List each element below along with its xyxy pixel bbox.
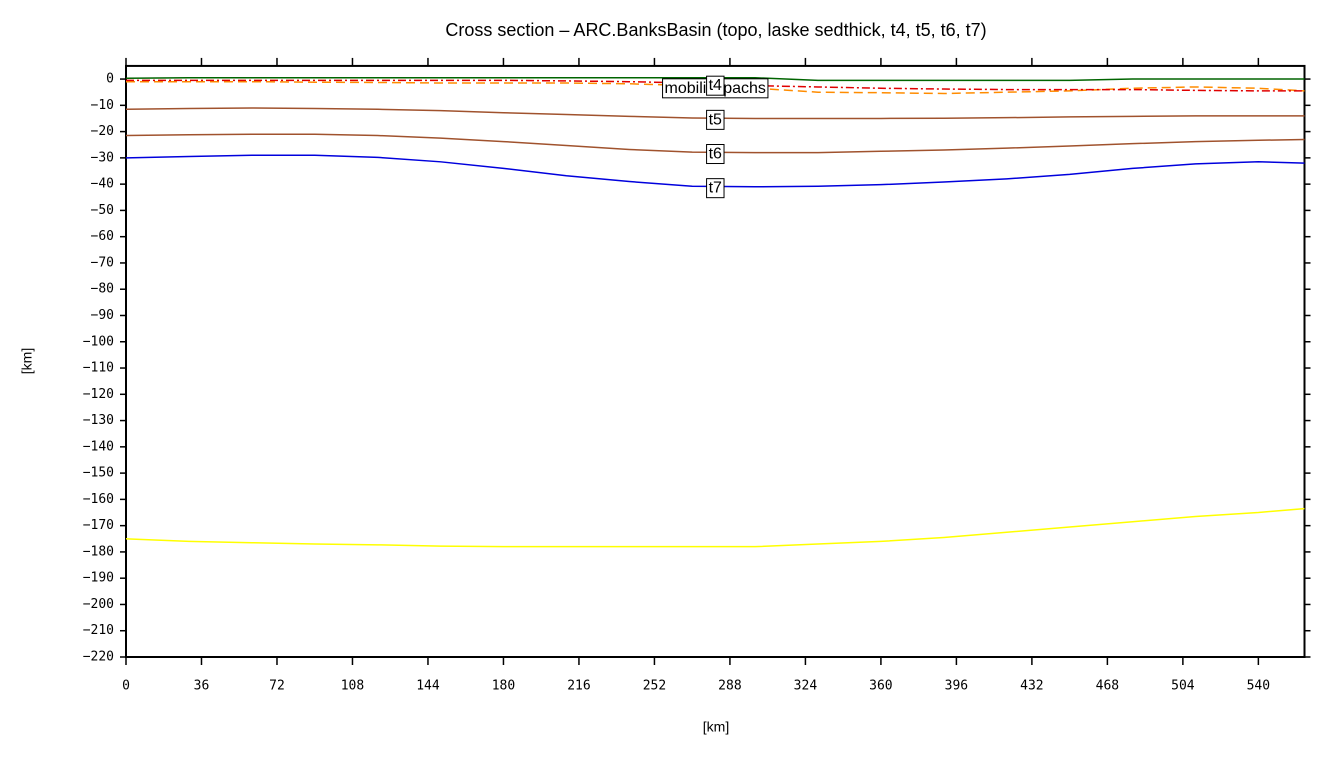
- x-tick-label: 396: [945, 679, 968, 694]
- x-tick-label: 108: [341, 679, 364, 694]
- y-tick-label: −220: [83, 650, 114, 665]
- x-tick-label: 180: [492, 679, 515, 694]
- y-tick-label: −140: [83, 439, 114, 454]
- series-label: t5: [706, 109, 725, 130]
- y-tick-label: −110: [83, 361, 114, 376]
- x-tick-label: 0: [122, 679, 130, 694]
- y-tick-label: −180: [83, 544, 114, 559]
- y-tick-label: −90: [91, 308, 114, 323]
- x-tick-label: 216: [567, 679, 590, 694]
- x-tick-label: 144: [416, 679, 440, 694]
- y-tick-label: −150: [83, 466, 114, 481]
- series-label-text: t5: [709, 111, 722, 128]
- y-tick-label: −10: [91, 98, 114, 113]
- series-label: t6: [706, 144, 725, 165]
- y-tick-label: −130: [83, 413, 114, 428]
- y-tick-label: −120: [83, 387, 114, 402]
- series-label-box: [706, 109, 725, 130]
- x-tick-label: 72: [269, 679, 285, 694]
- y-tick-label: −100: [83, 334, 114, 349]
- series-label-text: t6: [709, 146, 722, 163]
- series-label-box: [706, 75, 725, 96]
- x-tick-label: 252: [643, 679, 666, 694]
- series-label-text: t7: [709, 180, 722, 197]
- y-tick-label: −60: [91, 229, 114, 244]
- y-tick-label: −200: [83, 597, 114, 612]
- x-tick-label: 324: [794, 679, 818, 694]
- series-line: [125, 507, 1305, 548]
- series-label: t7: [706, 178, 725, 199]
- y-tick-label: −170: [83, 518, 114, 533]
- x-tick-label: 36: [194, 679, 210, 694]
- y-tick-label: −40: [91, 177, 114, 192]
- y-tick-label: 0: [106, 72, 114, 87]
- x-tick-label: 360: [869, 679, 892, 694]
- series-line: [126, 80, 1305, 95]
- y-tick-label: −80: [91, 282, 114, 297]
- y-tick-label: −190: [83, 571, 114, 586]
- x-tick-label: 432: [1020, 679, 1043, 694]
- x-tick-label: 540: [1247, 679, 1270, 694]
- y-tick-label: −50: [91, 203, 114, 218]
- y-axis-label: [km]: [19, 348, 35, 374]
- y-tick-label: −210: [83, 623, 114, 638]
- series-label-text: t4: [709, 77, 722, 94]
- x-tick-label: 288: [718, 679, 741, 694]
- y-tick-label: −70: [91, 255, 114, 270]
- plot-area: 0 −10 −20 −30 −40 −50 −60 −70 −80 −90 −100 −110 −120…: [83, 57, 1311, 694]
- x-tick-label: 504: [1171, 679, 1195, 694]
- x-axis-label: [km]: [703, 719, 729, 735]
- x-tick-label: 468: [1096, 679, 1119, 694]
- series-label-box: [706, 178, 725, 199]
- y-tick-label: −30: [91, 150, 114, 165]
- y-tick-label: −20: [91, 124, 114, 139]
- chart-title: Cross section – ARC.BanksBasin (topo, la…: [445, 20, 986, 40]
- y-tick-label: −160: [83, 492, 114, 507]
- plot-frame: [125, 64, 1306, 659]
- series-label: t4: [706, 75, 725, 96]
- series-label-box: [706, 144, 725, 165]
